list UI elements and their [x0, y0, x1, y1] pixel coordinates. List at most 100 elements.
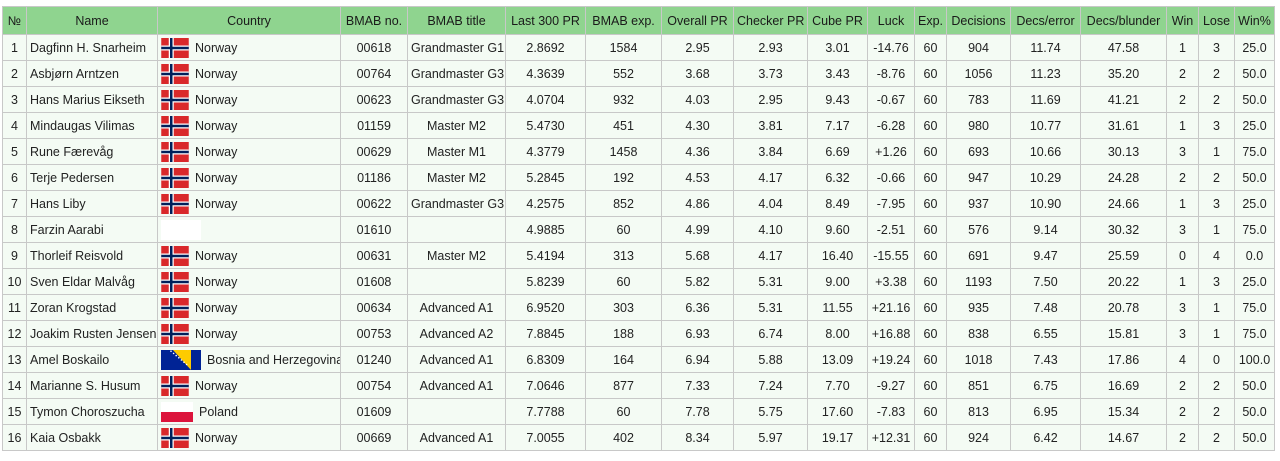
cube-pr: 16.40 — [807, 242, 868, 269]
decs-per-error: 10.90 — [1010, 190, 1081, 217]
checker-pr: 5.31 — [733, 268, 808, 295]
country-name: Bosnia and Herzegovina — [207, 352, 341, 367]
country-name: Norway — [195, 274, 238, 289]
decisions-count: 813 — [946, 398, 1011, 425]
row-number: 1 — [2, 34, 27, 61]
bmab-exp: 402 — [585, 424, 662, 451]
header-decs-error[interactable]: Decs/error — [1010, 6, 1081, 35]
win-percent: 25.0 — [1234, 268, 1275, 295]
header-decisions[interactable]: Decisions — [946, 6, 1011, 35]
country-cell: Norway — [157, 138, 341, 165]
overall-pr: 6.36 — [661, 294, 734, 321]
row-number: 10 — [2, 268, 27, 295]
header-number[interactable]: № — [2, 6, 27, 35]
decs-per-error: 10.66 — [1010, 138, 1081, 165]
header-decs-blunder[interactable]: Decs/blunder — [1080, 6, 1167, 35]
decs-per-blunder: 24.28 — [1080, 164, 1167, 191]
header-win[interactable]: Win — [1166, 6, 1199, 35]
last300-pr: 7.0646 — [505, 372, 586, 399]
decisions-count: 980 — [946, 112, 1011, 139]
cube-pr: 13.09 — [807, 346, 868, 373]
lose-count: 1 — [1198, 294, 1235, 321]
header-exp[interactable]: Exp. — [914, 6, 947, 35]
exp-value: 60 — [914, 242, 947, 269]
win-percent: 50.0 — [1234, 398, 1275, 425]
row-number: 11 — [2, 294, 27, 321]
decs-per-blunder: 47.58 — [1080, 34, 1167, 61]
bmab-exp: 1584 — [585, 34, 662, 61]
overall-pr: 2.95 — [661, 34, 734, 61]
checker-pr: 3.81 — [733, 112, 808, 139]
exp-value: 60 — [914, 268, 947, 295]
norway-flag-icon — [161, 141, 189, 162]
country-cell: Norway — [157, 190, 341, 217]
country-name: Norway — [195, 378, 238, 393]
lose-count: 2 — [1198, 164, 1235, 191]
luck-value: +16.88 — [867, 320, 915, 347]
header-last300-pr[interactable]: Last 300 PR — [505, 6, 586, 35]
header-luck[interactable]: Luck — [867, 6, 915, 35]
luck-value: -6.28 — [867, 112, 915, 139]
cube-pr: 11.55 — [807, 294, 868, 321]
last300-pr: 5.4730 — [505, 112, 586, 139]
header-lose[interactable]: Lose — [1198, 6, 1235, 35]
table-row: 1 Dagfinn H. Snarheim Norway 00618 Grandmast… — [2, 34, 1275, 61]
decs-per-error: 7.50 — [1010, 268, 1081, 295]
bmab-title: Master M2 — [407, 164, 506, 191]
lose-count: 3 — [1198, 268, 1235, 295]
bmab-title: Advanced A1 — [407, 372, 506, 399]
header-bmab-title[interactable]: BMAB title — [407, 6, 506, 35]
decs-per-blunder: 31.61 — [1080, 112, 1167, 139]
bmab-exp: 451 — [585, 112, 662, 139]
norway-flag-icon — [161, 245, 189, 266]
header-win-pct[interactable]: Win% — [1234, 6, 1275, 35]
header-overall-pr[interactable]: Overall PR — [661, 6, 734, 35]
exp-value: 60 — [914, 34, 947, 61]
decs-per-blunder: 14.67 — [1080, 424, 1167, 451]
header-cube-pr[interactable]: Cube PR — [807, 6, 868, 35]
decs-per-error: 9.14 — [1010, 216, 1081, 243]
overall-pr: 3.68 — [661, 60, 734, 87]
header-bmab-no[interactable]: BMAB no. — [340, 6, 408, 35]
exp-value: 60 — [914, 372, 947, 399]
player-name: Sven Eldar Malvåg — [26, 268, 158, 295]
bmab-number: 01609 — [340, 398, 408, 425]
win-count: 2 — [1166, 164, 1199, 191]
player-name: Mindaugas Vilimas — [26, 112, 158, 139]
win-count: 2 — [1166, 86, 1199, 113]
table-row: 14 Marianne S. Husum Norway 00754 Advanced A… — [2, 372, 1275, 399]
win-percent: 100.0 — [1234, 346, 1275, 373]
exp-value: 60 — [914, 398, 947, 425]
checker-pr: 3.73 — [733, 60, 808, 87]
lose-count: 2 — [1198, 398, 1235, 425]
cube-pr: 9.43 — [807, 86, 868, 113]
decs-per-error: 6.75 — [1010, 372, 1081, 399]
decisions-count: 904 — [946, 34, 1011, 61]
checker-pr: 5.97 — [733, 424, 808, 451]
decisions-count: 693 — [946, 138, 1011, 165]
country-cell: Norway — [157, 34, 341, 61]
last300-pr: 6.8309 — [505, 346, 586, 373]
table-row: 8 Farzin Aarabi 01610 4.9885 60 4.99 4.10 9.60-… — [2, 216, 1275, 243]
luck-value: -7.95 — [867, 190, 915, 217]
decs-per-blunder: 15.81 — [1080, 320, 1167, 347]
win-percent: 25.0 — [1234, 190, 1275, 217]
bmab-number: 00764 — [340, 60, 408, 87]
header-bmab-exp[interactable]: BMAB exp. — [585, 6, 662, 35]
lose-count: 3 — [1198, 190, 1235, 217]
overall-pr: 6.94 — [661, 346, 734, 373]
luck-value: -9.27 — [867, 372, 915, 399]
cube-pr: 6.69 — [807, 138, 868, 165]
lose-count: 2 — [1198, 86, 1235, 113]
win-count: 2 — [1166, 398, 1199, 425]
decs-per-blunder: 16.69 — [1080, 372, 1167, 399]
header-checker-pr[interactable]: Checker PR — [733, 6, 808, 35]
win-percent: 50.0 — [1234, 60, 1275, 87]
header-country[interactable]: Country — [157, 6, 341, 35]
last300-pr: 5.4194 — [505, 242, 586, 269]
row-number: 4 — [2, 112, 27, 139]
bmab-exp: 60 — [585, 268, 662, 295]
header-name[interactable]: Name — [26, 6, 158, 35]
exp-value: 60 — [914, 216, 947, 243]
country-name: Norway — [195, 326, 238, 341]
